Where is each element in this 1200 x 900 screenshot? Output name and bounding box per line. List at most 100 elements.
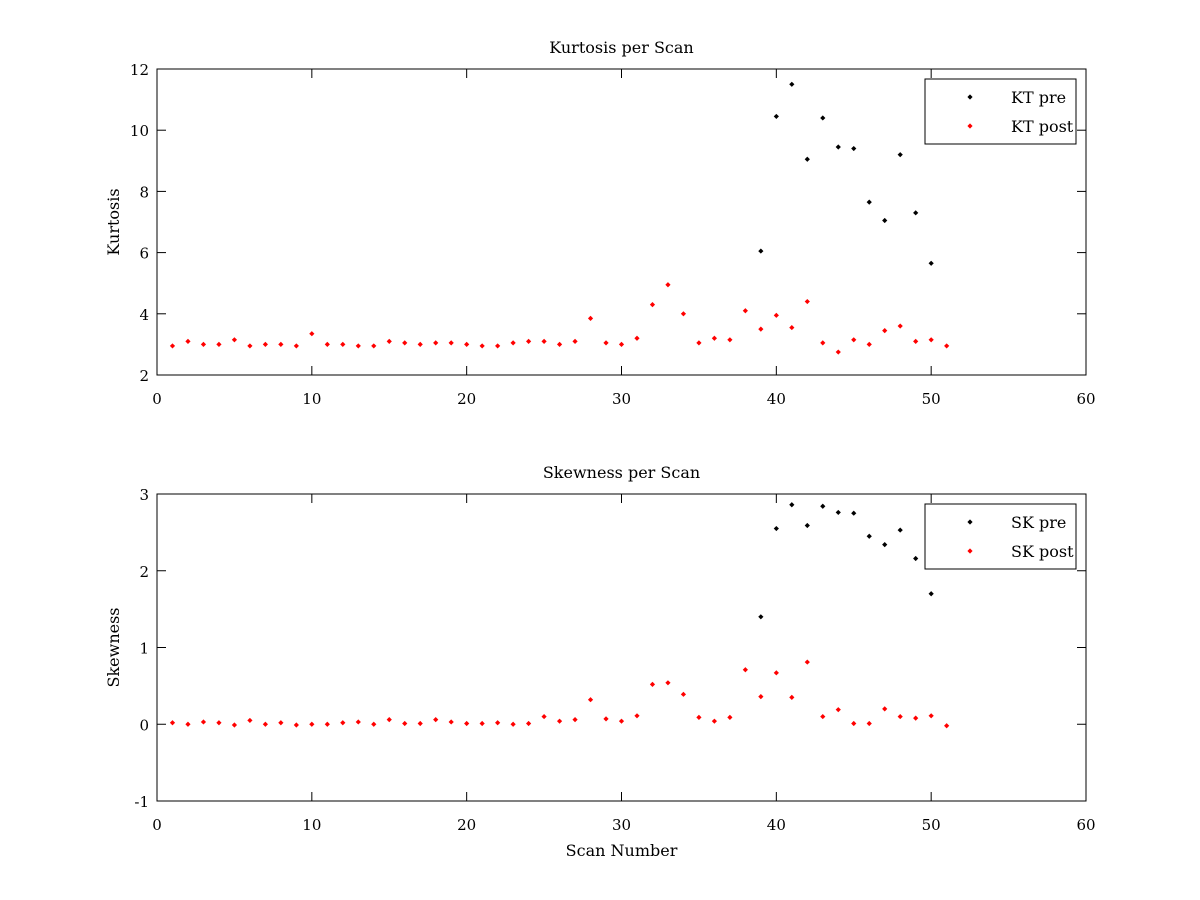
data-point [773,670,779,676]
data-point [572,338,578,344]
data-point [727,337,733,343]
data-point [913,338,919,344]
data-point [433,717,439,723]
data-point [231,337,238,343]
data-point [495,720,501,726]
y-tick-label: 2 [139,367,149,385]
data-point [324,341,330,347]
data-point [309,331,315,337]
data-point [928,591,934,597]
data-point [789,502,795,508]
y-tick-label: 8 [139,183,149,201]
chart-title: Skewness per Scan [543,463,700,482]
legend-entry-label: KT post [1011,117,1074,136]
x-tick-label: 0 [152,816,162,834]
data-point [340,720,346,726]
data-point [711,718,717,724]
data-point [851,720,857,727]
data-point [882,706,888,712]
data-point [758,694,764,700]
legend-entry-label: SK pre [1011,513,1066,532]
data-point [851,145,857,152]
series-sk-post [169,659,950,729]
x-tick-label: 30 [612,390,631,408]
data-point [928,260,934,266]
data-point [587,697,594,703]
legend-marker [967,519,973,525]
data-point [479,720,485,727]
data-point [526,720,532,727]
data-point [758,326,764,332]
x-tick-label: 10 [302,390,321,408]
y-tick-label: 0 [139,716,149,734]
data-point [897,152,903,158]
x-tick-label: 50 [922,390,941,408]
data-point [200,341,207,347]
data-point [680,691,687,697]
x-tick-label: 20 [457,390,476,408]
data-point [402,720,408,727]
data-point [510,721,516,727]
kurtosis-panel: 0 10 20 30 40 50 60 2 4 6 8 10 12 Kurtosis per Scan Ku… [104,38,1096,408]
legend-marker [967,94,973,100]
data-point [882,542,888,548]
legend-entry-label: SK post [1011,542,1074,561]
data-point [727,714,733,720]
data-point [200,719,207,725]
y-tick-label: -1 [134,793,149,811]
data-point [820,713,826,720]
data-point [572,717,578,723]
data-point [758,614,764,620]
data-point [293,722,299,728]
data-point [618,341,625,347]
data-point [866,199,872,205]
data-point [216,720,222,726]
data-point [897,713,903,720]
data-point [649,302,656,308]
x-tick-label: 20 [457,816,476,834]
data-point [417,720,423,727]
y-tick-label: 1 [139,640,149,658]
data-point [665,282,671,288]
data-point [216,341,222,347]
y-tick-label: 6 [139,245,149,263]
data-point [417,341,423,347]
data-point [789,81,795,87]
data-point [758,248,764,254]
data-point [278,341,284,347]
x-tick-label: 50 [922,816,941,834]
data-point [866,720,872,727]
data-point [913,715,919,721]
data-point [882,328,888,334]
data-point [355,719,361,725]
data-point [851,510,857,516]
data-point [897,527,903,533]
data-point [913,555,919,562]
data-point [556,718,563,724]
data-point [773,525,779,532]
x-axis-label: Scan Number [566,841,678,860]
data-point [866,533,872,539]
data-point [773,113,779,120]
data-point [696,714,702,720]
data-point [433,340,439,346]
data-point [247,343,253,349]
data-point [866,341,872,347]
data-point [789,694,795,700]
data-point [185,721,191,727]
data-point [448,340,454,346]
y-tick-label: 4 [139,306,149,324]
data-point [711,335,717,341]
data-point [696,340,702,346]
data-point [618,718,625,724]
data-point [386,338,392,344]
series-sk-pre [758,502,934,620]
data-point [897,323,903,329]
y-axis-label: Skewness [104,607,123,687]
x-tick-label: 0 [152,390,162,408]
y-axis-label: Kurtosis [104,188,123,255]
data-point [603,716,609,722]
data-point [371,721,377,727]
data-point [928,713,934,719]
